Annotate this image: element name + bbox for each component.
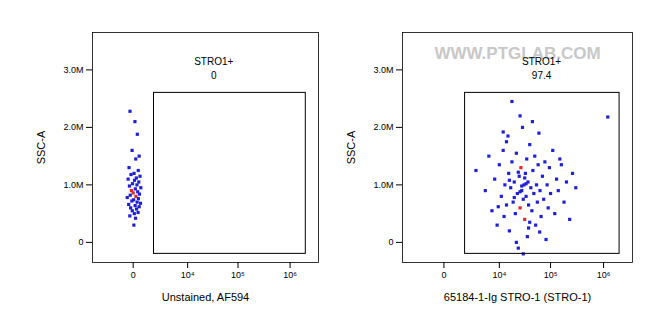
- svg-text:0: 0: [211, 70, 217, 81]
- svg-text:0: 0: [388, 237, 393, 247]
- svg-text:STRO1+: STRO1+: [194, 56, 233, 67]
- svg-text:0: 0: [441, 270, 446, 280]
- svg-text:1.0M: 1.0M: [63, 180, 83, 190]
- svg-text:10⁵: 10⁵: [231, 270, 245, 280]
- svg-text:2.0M: 2.0M: [373, 122, 393, 132]
- svg-text:2.0M: 2.0M: [63, 122, 83, 132]
- svg-text:65184-1-Ig STRO-1 (STRO-1): 65184-1-Ig STRO-1 (STRO-1): [444, 291, 591, 303]
- svg-text:SSC-A: SSC-A: [35, 130, 47, 164]
- svg-text:STRO1+: STRO1+: [522, 56, 561, 67]
- svg-text:0: 0: [131, 270, 136, 280]
- svg-text:10⁵: 10⁵: [544, 270, 558, 280]
- svg-text:Unstained, AF594: Unstained, AF594: [162, 291, 249, 303]
- svg-text:3.0M: 3.0M: [373, 65, 393, 75]
- svg-text:3.0M: 3.0M: [63, 65, 83, 75]
- svg-text:1.0M: 1.0M: [373, 180, 393, 190]
- svg-text:10⁶: 10⁶: [283, 270, 297, 280]
- svg-text:SSC-A: SSC-A: [345, 130, 357, 164]
- svg-text:WWW.PTGLAB.COM: WWW.PTGLAB.COM: [434, 44, 600, 63]
- svg-text:10⁶: 10⁶: [597, 270, 611, 280]
- svg-text:10⁴: 10⁴: [181, 270, 195, 280]
- svg-text:0: 0: [78, 237, 83, 247]
- svg-text:97.4: 97.4: [532, 70, 552, 81]
- svg-text:10⁴: 10⁴: [492, 270, 506, 280]
